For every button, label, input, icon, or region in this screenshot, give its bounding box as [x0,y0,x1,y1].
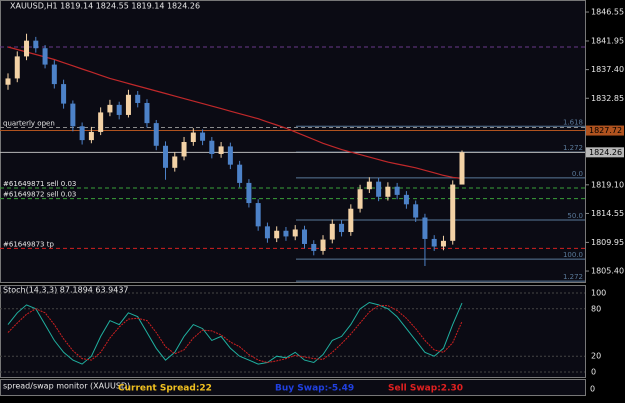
fibo-label: 100.0 [563,251,583,259]
level-label: #61649872 sell 0.03 [3,191,76,199]
candle-body [5,78,11,85]
candle-body [181,142,187,157]
y-tick-label: 1846.55 [591,8,624,17]
candle-body [450,184,456,241]
fibo-label: 1.272 [563,273,583,281]
candle-body [320,239,326,251]
y-tick-label: 0 [591,368,596,377]
stoch-pane [0,285,586,378]
buy-swap: Buy Swap:-5.49 [275,384,354,394]
candle-body [459,152,465,185]
spread: Current Spread:22 [118,384,212,394]
price-tag [586,125,624,136]
candle-body [70,103,76,127]
candle-body [33,40,39,49]
main-pane [0,0,586,283]
candle-body [135,94,141,103]
candle-body [274,230,280,239]
stoch-line [7,301,463,365]
candle-body [283,230,289,237]
candle-body [301,229,307,244]
chart-title: XAUUSD,H1 1819.14 1824.55 1819.14 1824.2… [10,2,200,11]
monitor-title: spread/swap monitor (XAUUSD) [3,382,130,391]
sell-swap: Sell Swap:2.30 [388,384,463,394]
candle-body [348,208,354,233]
price-tag-label: 1824.26 [589,148,622,157]
y-tick-label: 80 [591,304,601,313]
candle-body [190,132,196,143]
candle-body [61,84,67,104]
candle-body [376,181,382,197]
fibo-label: 50.0 [567,212,583,220]
candle-body [116,104,122,115]
candle-body [14,56,20,79]
candle-body [79,126,85,141]
candle-body [107,104,113,113]
candle-body [24,40,30,57]
candle-body [292,229,298,237]
y-tick-label: 20 [591,352,601,361]
y-tick-label: 1814.55 [591,209,624,218]
candle-body [88,131,94,141]
candle-body [264,226,270,239]
candle-body [394,186,400,195]
candle-body [422,217,428,239]
y-tick-label: 1837.40 [591,65,624,74]
level-label: quarterly open [3,120,55,128]
y-tick-label: 1841.95 [591,36,624,45]
candle-body [218,146,224,154]
candle-body [339,223,345,233]
monitor-axis-label: 0 [590,385,595,394]
price-tag [586,147,624,158]
candle-body [413,204,419,218]
level-label: #61649871 sell 0.03 [3,180,76,188]
moving-average [7,46,463,180]
candle-body [144,102,150,124]
candle-body [385,186,391,197]
stoch-line [7,305,463,364]
candle-body [172,156,178,168]
candle-body [200,132,206,141]
candle-body [153,123,159,146]
candle-body [431,238,437,247]
candle-body [255,203,261,227]
candle-body [125,94,131,115]
candle-body [237,164,243,183]
candle-body [227,146,233,165]
price-tag-label: 1827.72 [589,126,622,135]
candle-body [246,182,252,204]
candle-body [329,223,335,240]
level-label: #61649873 tp [3,240,54,248]
candle-body [209,140,215,154]
candle-body [403,194,409,205]
stoch-title: Stoch(14,3,3) 87.1894 63.9437 [3,286,129,295]
y-tick-label: 1819.10 [591,180,624,189]
candle-body [311,243,317,251]
monitor-pane [0,379,586,396]
fibo-label: 1.272 [563,144,583,152]
fibo-label: 0.0 [572,170,583,178]
candle-body [42,48,48,65]
candle-body [440,240,446,247]
y-tick-label: 1832.85 [591,94,624,103]
fibo-label: 1.618 [563,118,583,126]
y-tick-label: 1809.95 [591,238,624,247]
candle-body [51,64,57,85]
candle-body [357,189,363,209]
y-tick-label: 1805.40 [591,267,624,276]
candle-body [366,181,372,190]
y-tick-label: 100 [591,289,606,298]
candle-body [163,145,169,168]
candle-body [98,112,104,132]
